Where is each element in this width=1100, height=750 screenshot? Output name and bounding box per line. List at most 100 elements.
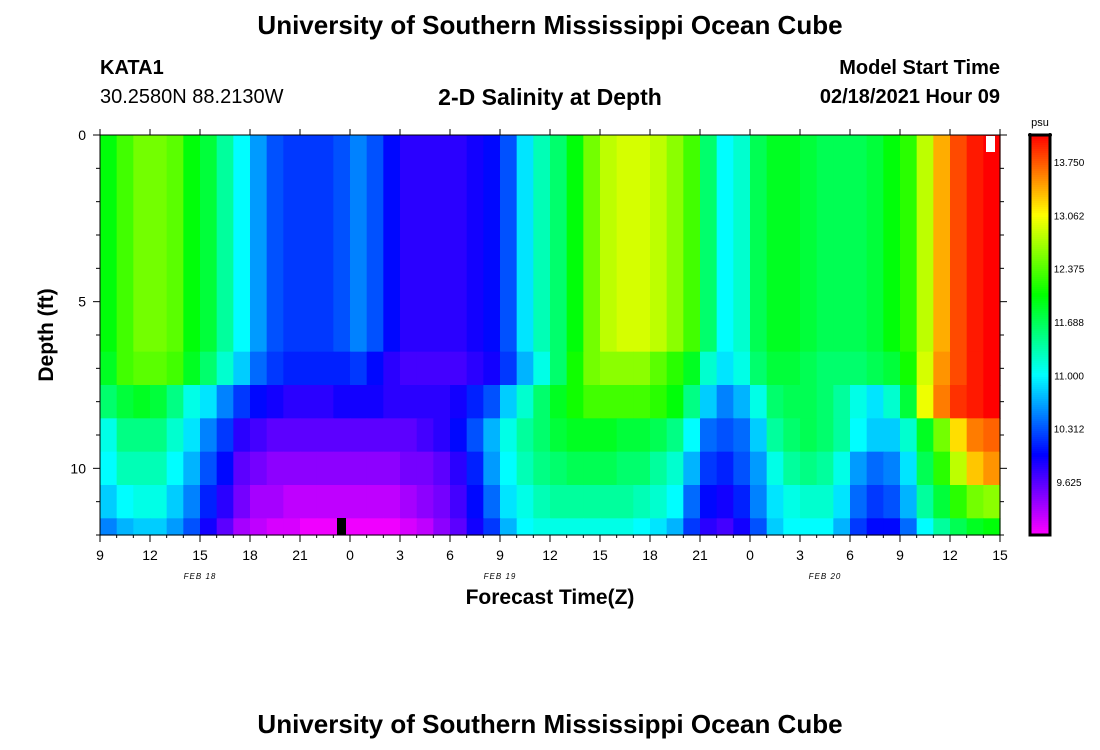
heatmap-cell bbox=[750, 485, 768, 519]
heatmap-cell bbox=[250, 451, 268, 486]
heatmap-cell bbox=[633, 385, 651, 419]
colorbar-label: 11.000 bbox=[1054, 371, 1084, 382]
heatmap-cell bbox=[600, 135, 618, 353]
heatmap-cell bbox=[416, 135, 434, 353]
colorbar-swatch bbox=[1030, 191, 1050, 194]
x-tick-label: 18 bbox=[642, 547, 658, 563]
colorbar-swatch bbox=[1030, 233, 1050, 236]
heatmap-cell bbox=[133, 135, 151, 353]
chart-title: 2-D Salinity at Depth bbox=[438, 84, 662, 110]
heatmap-cell bbox=[900, 351, 918, 386]
heatmap-cell bbox=[933, 351, 951, 386]
colorbar-swatch bbox=[1030, 275, 1050, 278]
heatmap-cell bbox=[616, 518, 634, 536]
heatmap-cell bbox=[383, 518, 401, 536]
heatmap-cell bbox=[233, 385, 251, 419]
heatmap-cell bbox=[116, 351, 134, 386]
heatmap-cell bbox=[816, 418, 834, 453]
heatmap-cell bbox=[600, 351, 618, 386]
heatmap-cell bbox=[116, 385, 134, 419]
colorbar-swatch bbox=[1030, 415, 1050, 418]
heatmap-cell bbox=[833, 385, 851, 419]
colorbar-swatch bbox=[1030, 301, 1050, 304]
heatmap-cell bbox=[116, 135, 134, 353]
heatmap-cell bbox=[583, 135, 601, 353]
heatmap-cell bbox=[516, 385, 534, 419]
colorbar-swatch bbox=[1030, 425, 1050, 428]
colorbar-swatch bbox=[1030, 261, 1050, 264]
heatmap-cell bbox=[166, 518, 184, 536]
page-title: University of Southern Mississippi Ocean… bbox=[257, 10, 843, 40]
heatmap-cell bbox=[566, 351, 584, 386]
heatmap-cell bbox=[983, 418, 1001, 453]
colorbar-swatch bbox=[1030, 423, 1050, 426]
heatmap-cell bbox=[133, 418, 151, 453]
heatmap-cell bbox=[583, 385, 601, 419]
colorbar-swatch bbox=[1030, 255, 1050, 258]
heatmap-cell bbox=[200, 135, 218, 353]
heatmap-cell bbox=[433, 385, 451, 419]
heatmap-cell bbox=[350, 518, 368, 536]
colorbar-swatch bbox=[1030, 433, 1050, 436]
colorbar-swatch bbox=[1030, 489, 1050, 492]
colorbar-swatch bbox=[1030, 361, 1050, 364]
colorbar-swatch bbox=[1030, 487, 1050, 490]
heatmap-cell bbox=[900, 451, 918, 486]
colorbar-swatch bbox=[1030, 193, 1050, 196]
heatmap-cell bbox=[816, 135, 834, 353]
x-tick-label: 9 bbox=[496, 547, 504, 563]
heatmap-cell bbox=[383, 135, 401, 353]
colorbar-swatch bbox=[1030, 459, 1050, 462]
heatmap-cell bbox=[783, 385, 801, 419]
x-tick-label: 18 bbox=[242, 547, 258, 563]
colorbar-swatch bbox=[1030, 285, 1050, 288]
x-tick-label: 3 bbox=[396, 547, 404, 563]
heatmap-cell bbox=[583, 451, 601, 486]
heatmap-cell bbox=[116, 451, 134, 486]
colorbar-swatch bbox=[1030, 455, 1050, 458]
x-tick-label: 15 bbox=[592, 547, 608, 563]
heatmap-cell bbox=[716, 518, 734, 536]
heatmap-cell bbox=[650, 351, 668, 386]
heatmap-cell bbox=[416, 485, 434, 519]
colorbar-swatch bbox=[1030, 317, 1050, 320]
colorbar-swatch bbox=[1030, 505, 1050, 508]
footer-title: University of Southern Mississippi Ocean… bbox=[257, 709, 843, 739]
heatmap-cell bbox=[866, 418, 884, 453]
heatmap-cell bbox=[133, 485, 151, 519]
colorbar-swatch bbox=[1030, 515, 1050, 518]
heatmap-cell bbox=[900, 135, 918, 353]
heatmap-cell bbox=[400, 518, 418, 536]
colorbar-swatch bbox=[1030, 325, 1050, 328]
colorbar-swatch bbox=[1030, 497, 1050, 500]
heatmap-cell bbox=[800, 418, 818, 453]
colorbar-swatch bbox=[1030, 169, 1050, 172]
heatmap-cell bbox=[700, 418, 718, 453]
heatmap-cell bbox=[300, 518, 318, 536]
heatmap-cell bbox=[433, 518, 451, 536]
heatmap-cell bbox=[650, 418, 668, 453]
colorbar-swatch bbox=[1030, 393, 1050, 396]
heatmap-cell bbox=[483, 485, 501, 519]
model-start-label: Model Start Time bbox=[839, 57, 1000, 79]
colorbar-swatch bbox=[1030, 531, 1050, 534]
heatmap-cell bbox=[283, 351, 301, 386]
heatmap-cell bbox=[450, 351, 468, 386]
heatmap-cell bbox=[400, 418, 418, 453]
heatmap-cell bbox=[666, 418, 684, 453]
colorbar-swatch bbox=[1030, 179, 1050, 182]
colorbar-swatch bbox=[1030, 151, 1050, 154]
heatmap-cell bbox=[550, 485, 568, 519]
heatmap-cell bbox=[783, 135, 801, 353]
date-label: FEB 20 bbox=[809, 572, 842, 581]
x-tick-label: 9 bbox=[96, 547, 104, 563]
colorbar-swatch bbox=[1030, 143, 1050, 146]
heatmap-cell bbox=[416, 418, 434, 453]
heatmap-cell bbox=[616, 135, 634, 353]
colorbar-swatch bbox=[1030, 387, 1050, 390]
heatmap-cell bbox=[766, 418, 784, 453]
colorbar-swatch bbox=[1030, 449, 1050, 452]
heatmap-cell bbox=[350, 385, 368, 419]
colorbar-swatch bbox=[1030, 471, 1050, 474]
colorbar-swatch bbox=[1030, 475, 1050, 478]
